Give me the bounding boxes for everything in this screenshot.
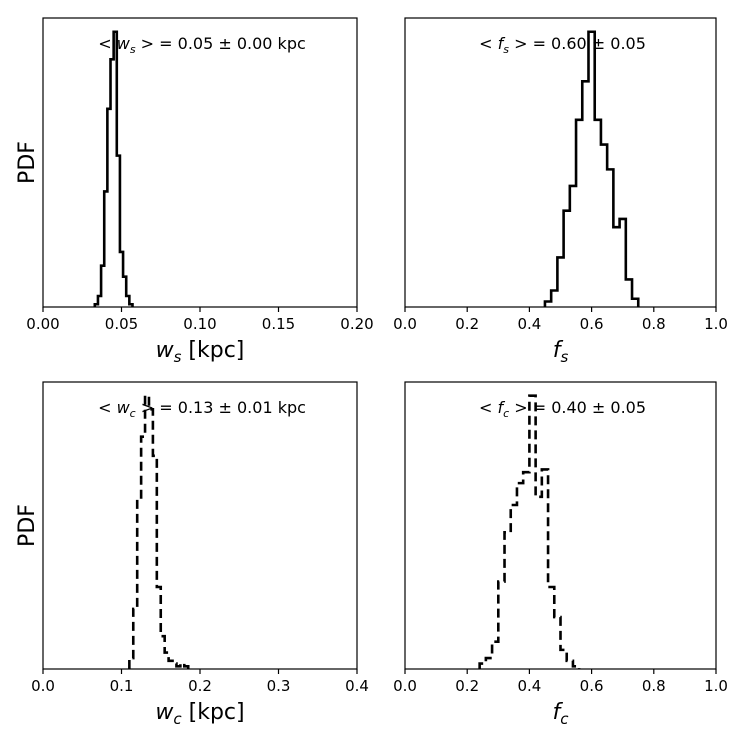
axes-frame — [42, 17, 358, 308]
x-axis-label: fc — [553, 700, 570, 728]
mean-annotation: < fs > = 0.60 ± 0.05 — [479, 34, 646, 56]
panel-top-right: 0.0 0.2 0.4 0.6 0.8 1.0 fs < fs > = 0.60 ± 0.05 — [393, 17, 728, 366]
x-tick-label: 0.1 — [110, 677, 134, 695]
panel-bottom-left: 0.0 0.1 0.2 0.3 0.4 wc [kpc] PDF < wc > = 0.13 … — [15, 381, 369, 728]
x-tick-label: 0.05 — [105, 315, 138, 333]
x-tick-label: 0.6 — [580, 315, 604, 333]
axes-frame — [42, 381, 358, 670]
mean-annotation: < fc > = 0.40 ± 0.05 — [479, 398, 646, 420]
histogram-series-bottom-right — [478, 394, 581, 669]
panel-top-left: 0.00 0.05 0.10 0.15 0.20 ws [kpc] PDF < ws > = … — [15, 17, 374, 366]
x-axis-label: fs — [553, 338, 569, 366]
x-tick-label: 0.4 — [517, 677, 541, 695]
histogram-series-top-left — [93, 30, 134, 307]
x-tick-label: 0.4 — [517, 315, 541, 333]
x-tick-label: 0.15 — [262, 315, 295, 333]
x-tick-label: 0.6 — [580, 677, 604, 695]
histogram-series-bottom-left — [128, 394, 190, 669]
x-tick-label: 1.0 — [704, 677, 728, 695]
mean-annotation: < ws > = 0.05 ± 0.00 kpc — [98, 34, 306, 56]
x-tick-label: 0.20 — [340, 315, 373, 333]
x-tick-label: 0.2 — [455, 315, 479, 333]
x-tick-label: 0.0 — [31, 677, 55, 695]
x-tick-label: 0.0 — [393, 677, 417, 695]
x-axis-label: wc [kpc] — [155, 700, 244, 728]
x-tick-label: 0.00 — [26, 315, 59, 333]
x-tick-label: 0.4 — [345, 677, 369, 695]
panel-bottom-right: 0.0 0.2 0.4 0.6 0.8 1.0 fc < fc > = 0.40 ± 0.05 — [393, 381, 728, 728]
mean-annotation: < wc > = 0.13 ± 0.01 kpc — [98, 398, 306, 420]
x-tick-label: 0.8 — [642, 677, 666, 695]
x-tick-label: 0.8 — [642, 315, 666, 333]
y-axis-label: PDF — [15, 504, 40, 547]
x-tick-label: 0.10 — [183, 315, 216, 333]
axes-frame — [404, 381, 717, 670]
x-tick-label: 0.2 — [455, 677, 479, 695]
x-axis-label: ws [kpc] — [156, 338, 245, 366]
x-tick-label: 1.0 — [704, 315, 728, 333]
axes-frame — [404, 17, 717, 308]
x-tick-label: 0.3 — [267, 677, 291, 695]
histogram-series-top-right — [543, 30, 640, 307]
y-axis-label: PDF — [15, 141, 40, 184]
x-tick-label: 0.2 — [188, 677, 212, 695]
x-tick-label: 0.0 — [393, 315, 417, 333]
